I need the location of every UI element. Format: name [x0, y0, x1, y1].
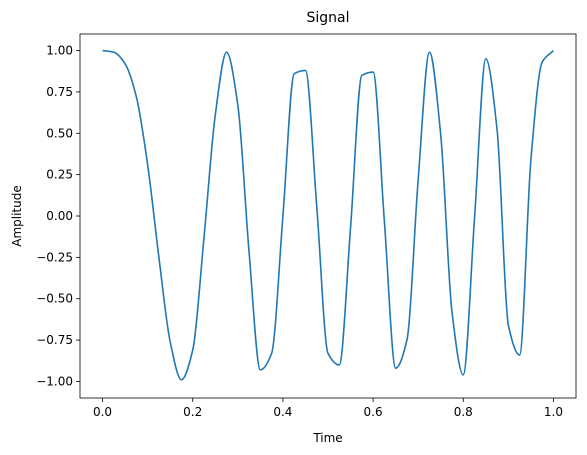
y-tick-label: 0.75 — [46, 85, 73, 99]
x-tick-label: 0.0 — [93, 405, 112, 419]
y-tick-label: 1.00 — [46, 44, 73, 58]
chart-title: Signal — [306, 10, 349, 26]
y-tick-label: 0.25 — [46, 168, 73, 182]
x-tick-label: 0.6 — [364, 405, 383, 419]
x-axis-ticks: 0.0 0.2 0.4 0.6 0.8 1.0 — [93, 398, 563, 419]
y-tick-label: −0.25 — [36, 250, 73, 264]
series-line-0 — [102, 49, 555, 381]
y-tick-label: 0.00 — [46, 209, 73, 223]
x-tick-label: 0.2 — [183, 405, 202, 419]
y-tick-label: −1.00 — [36, 374, 73, 388]
x-tick-label: 1.0 — [544, 405, 563, 419]
x-tick-label: 0.8 — [454, 405, 473, 419]
x-tick-label: 0.4 — [273, 405, 292, 419]
series-layer — [102, 49, 555, 381]
y-axis-label: Amplitude — [10, 185, 24, 247]
x-axis-label: Time — [312, 431, 342, 445]
y-axis-ticks: −1.00 −0.75 −0.50 −0.25 0.00 0.25 0.50 0.75 1.00 — [36, 44, 80, 388]
y-tick-label: 0.50 — [46, 126, 73, 140]
y-tick-label: −0.50 — [36, 292, 73, 306]
y-tick-label: −0.75 — [36, 333, 73, 347]
